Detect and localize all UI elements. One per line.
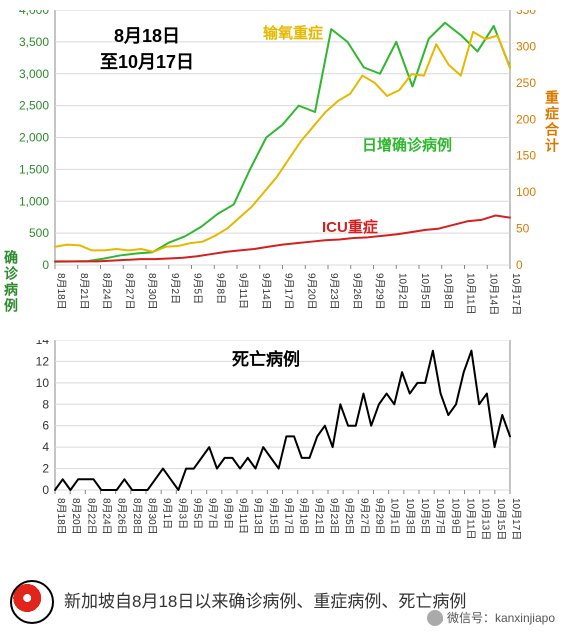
svg-text:3,000: 3,000 — [19, 67, 49, 81]
svg-text:10月11日: 10月11日 — [465, 498, 477, 540]
svg-text:8: 8 — [42, 397, 49, 411]
svg-text:8月22日: 8月22日 — [85, 498, 97, 535]
source-logo-icon — [10, 580, 54, 624]
svg-text:500: 500 — [29, 226, 49, 240]
svg-text:4,000: 4,000 — [19, 10, 49, 17]
date-range-line2: 至10月17日 — [100, 48, 194, 74]
svg-text:9月3日: 9月3日 — [176, 498, 188, 529]
svg-text:100: 100 — [516, 185, 536, 199]
svg-text:8月18日: 8月18日 — [55, 498, 67, 535]
svg-text:0: 0 — [42, 483, 49, 497]
svg-text:9月5日: 9月5日 — [192, 273, 204, 304]
svg-text:9月15日: 9月15日 — [267, 498, 279, 535]
svg-text:9月27日: 9月27日 — [358, 498, 370, 535]
svg-text:150: 150 — [516, 149, 536, 163]
svg-text:10: 10 — [36, 376, 50, 390]
death-chart-label: 死亡病例 — [232, 345, 300, 370]
svg-text:10月15日: 10月15日 — [495, 498, 507, 540]
svg-text:10月13日: 10月13日 — [480, 498, 492, 540]
svg-text:9月21日: 9月21日 — [313, 498, 325, 535]
svg-text:8月20日: 8月20日 — [70, 498, 82, 535]
svg-text:10月5日: 10月5日 — [419, 498, 431, 535]
svg-text:8月24日: 8月24日 — [101, 498, 113, 535]
svg-text:10月1日: 10月1日 — [389, 498, 401, 535]
svg-text:2,500: 2,500 — [19, 99, 49, 113]
svg-text:9月11日: 9月11日 — [237, 273, 249, 309]
svg-text:9月14日: 9月14日 — [260, 273, 272, 310]
svg-text:10月14日: 10月14日 — [487, 273, 499, 315]
svg-text:10月11日: 10月11日 — [465, 273, 477, 315]
svg-text:10月7日: 10月7日 — [434, 498, 446, 535]
svg-text:8月27日: 8月27日 — [123, 273, 135, 310]
svg-text:9月11日: 9月11日 — [237, 498, 249, 534]
svg-text:8月30日: 8月30日 — [146, 273, 158, 310]
svg-text:9月20日: 9月20日 — [305, 273, 317, 310]
svg-text:250: 250 — [516, 76, 536, 90]
svg-text:10月9日: 10月9日 — [449, 498, 461, 535]
svg-text:50: 50 — [516, 222, 530, 236]
svg-text:8月30日: 8月30日 — [146, 498, 158, 535]
date-range-line1: 8月18日 — [100, 22, 194, 48]
svg-text:200: 200 — [516, 112, 536, 126]
wechat-icon — [427, 610, 443, 626]
y-right-axis-label: 重症合计 — [542, 90, 562, 154]
svg-text:10月2日: 10月2日 — [396, 273, 408, 310]
deaths-line — [55, 351, 510, 490]
svg-text:12: 12 — [36, 354, 50, 368]
wechat-attribution: 微信号：kanxinjiapo — [427, 609, 555, 626]
svg-text:4: 4 — [42, 440, 49, 454]
svg-text:8月18日: 8月18日 — [55, 273, 67, 310]
svg-text:9月8日: 9月8日 — [214, 273, 226, 304]
svg-text:9月17日: 9月17日 — [283, 273, 295, 310]
svg-text:9月29日: 9月29日 — [374, 498, 386, 535]
daily-series-label: 日增确诊病例 — [362, 134, 452, 155]
svg-text:300: 300 — [516, 39, 536, 53]
icu-series-label: ICU重症 — [322, 216, 378, 237]
svg-text:10月3日: 10月3日 — [404, 498, 416, 535]
date-range-title: 8月18日 至10月17日 — [100, 22, 194, 74]
svg-text:10月8日: 10月8日 — [442, 273, 454, 310]
svg-text:8月21日: 8月21日 — [78, 273, 90, 310]
svg-text:3,500: 3,500 — [19, 35, 49, 49]
svg-text:6: 6 — [42, 419, 49, 433]
svg-text:9月17日: 9月17日 — [283, 498, 295, 535]
svg-text:1,000: 1,000 — [19, 194, 49, 208]
svg-text:8月24日: 8月24日 — [101, 273, 113, 310]
svg-text:9月19日: 9月19日 — [298, 498, 310, 535]
svg-text:9月26日: 9月26日 — [351, 273, 363, 310]
svg-text:2: 2 — [42, 462, 49, 476]
svg-text:9月2日: 9月2日 — [169, 273, 181, 304]
svg-text:10月17日: 10月17日 — [510, 498, 522, 540]
svg-text:9月23日: 9月23日 — [328, 273, 340, 310]
svg-text:9月29日: 9月29日 — [374, 273, 386, 310]
svg-text:8月28日: 8月28日 — [131, 498, 143, 535]
oxygen-series-label: 输氧重症 — [263, 22, 323, 43]
svg-text:1,500: 1,500 — [19, 162, 49, 176]
svg-text:0: 0 — [42, 258, 49, 272]
svg-text:9月23日: 9月23日 — [328, 498, 340, 535]
svg-text:8月26日: 8月26日 — [116, 498, 128, 535]
svg-text:350: 350 — [516, 10, 536, 17]
svg-text:9月9日: 9月9日 — [222, 498, 234, 529]
svg-text:14: 14 — [36, 340, 50, 347]
svg-text:10月5日: 10月5日 — [419, 273, 431, 310]
svg-text:9月5日: 9月5日 — [192, 498, 204, 529]
footer-caption: 新加坡自8月18日以来确诊病例、重症病例、死亡病例 — [64, 590, 466, 614]
svg-text:9月7日: 9月7日 — [207, 498, 219, 529]
svg-text:0: 0 — [516, 258, 523, 272]
svg-text:10月17日: 10月17日 — [510, 273, 522, 315]
y-left-axis-label: 确诊病例 — [1, 250, 21, 314]
svg-text:9月1日: 9月1日 — [161, 498, 173, 529]
svg-text:9月25日: 9月25日 — [343, 498, 355, 535]
svg-text:9月13日: 9月13日 — [252, 498, 264, 535]
svg-text:2,000: 2,000 — [19, 131, 49, 145]
bottom-chart: 0 2 4 6 8 10 12 14 8月18日8月20日8月22日 8月24日8月26日8月28… — [0, 340, 563, 553]
top-chart: 0 500 1,000 1,500 2,000 2,500 3,000 3,500 4,000 0… — [0, 10, 563, 328]
wechat-text: 微信号：kanxinjiapo — [447, 609, 555, 626]
